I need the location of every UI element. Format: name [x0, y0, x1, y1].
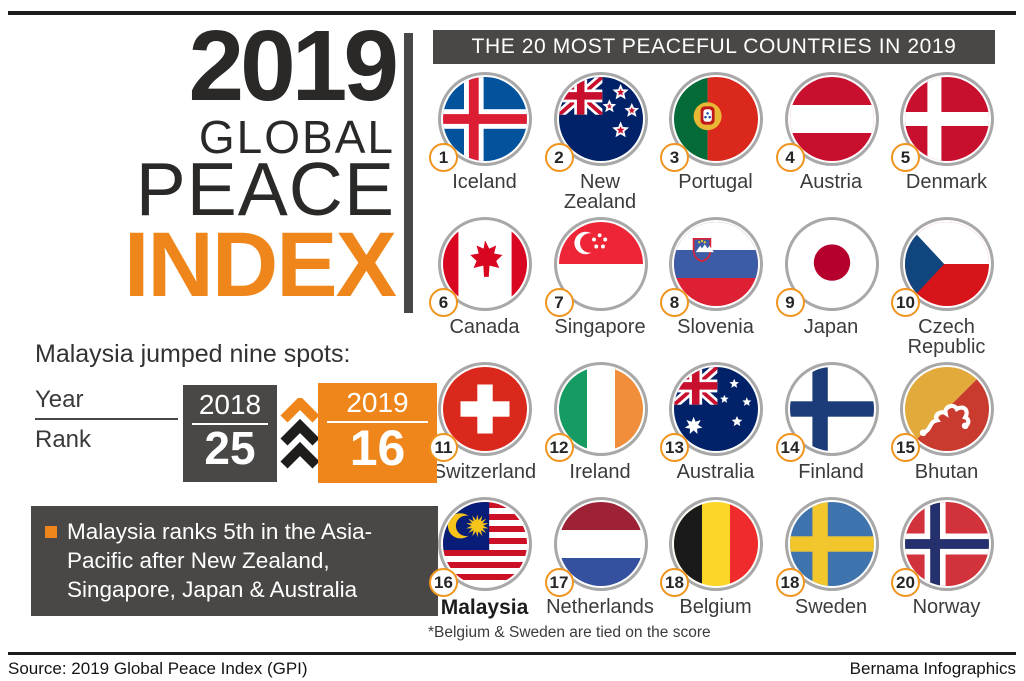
country-cell: 18 Belgium — [658, 497, 774, 647]
country-name: Austria — [799, 171, 863, 193]
country-name: Norway — [912, 596, 981, 618]
country-name: Netherlands — [546, 596, 654, 618]
country-name: Sweden — [794, 596, 868, 618]
rank-box-underline — [327, 420, 428, 423]
rank-badge: 8 — [660, 288, 689, 317]
footer-rule — [8, 652, 1016, 655]
rank-box-year: 2019 — [346, 387, 409, 418]
rank-badge: 14 — [775, 433, 805, 462]
country-cell: 11 Switzerland — [427, 362, 543, 497]
country-name: Czech Republic — [907, 316, 986, 359]
list-header: THE 20 MOST PEACEFUL COUNTRIES IN 2019 — [433, 30, 995, 64]
year-label: Year — [35, 386, 84, 413]
country-name: Portugal — [678, 171, 753, 193]
rank-badge: 18 — [660, 568, 689, 597]
rank-badge: 13 — [660, 433, 689, 462]
malaysia-flag-icon — [438, 497, 532, 591]
austria-flag-icon — [784, 72, 879, 166]
country-name: New Zealand — [563, 171, 637, 214]
rank-badge: 1 — [429, 143, 458, 172]
country-cell: 8 Slovenia — [658, 217, 774, 362]
title-year: 2019 — [188, 10, 399, 122]
rank-label: Rank — [35, 426, 92, 453]
country-cell: 20 Norway — [889, 497, 1005, 647]
iceland-flag-icon — [438, 72, 532, 166]
country-cell: 4 Austria — [774, 72, 890, 217]
switzerland-flag-icon — [438, 362, 532, 456]
portugal-flag-icon — [669, 72, 763, 166]
new-zealand-flag-icon — [553, 72, 648, 166]
footer-source: Source: 2019 Global Peace Index (GPI) — [8, 659, 308, 678]
belgium-flag-icon — [669, 497, 763, 591]
title-divider — [404, 33, 413, 313]
rank-badge: 18 — [775, 568, 805, 597]
country-cell: 17 Netherlands — [543, 497, 659, 647]
rank-box-rank: 25 — [204, 421, 256, 474]
country-cell: 3 Portugal — [658, 72, 774, 217]
footer-credit: Bernama Infographics — [849, 659, 1016, 678]
rank-badge: 12 — [544, 433, 574, 462]
title-global: GLOBAL — [198, 111, 395, 163]
slovenia-flag-icon — [669, 217, 763, 311]
rank-badge: 11 — [429, 433, 458, 462]
rank-badge: 16 — [429, 568, 458, 597]
country-cell: 5 Denmark — [889, 72, 1005, 217]
country-cell: 16 Malaysia — [427, 497, 543, 647]
rank-box-year: 2018 — [198, 389, 262, 420]
country-cell: 2 New Zealand — [543, 72, 659, 217]
country-name: Japan — [803, 316, 859, 338]
country-name: Denmark — [905, 171, 988, 193]
country-name: Slovenia — [677, 316, 754, 338]
finland-flag-icon — [784, 362, 879, 456]
country-name: Australia — [676, 461, 755, 483]
rank-box-underline — [192, 422, 268, 425]
rank-badge: 6 — [429, 288, 458, 317]
rank-badge: 2 — [544, 143, 574, 172]
country-name: Switzerland — [432, 461, 537, 483]
jump-heading: Malaysia jumped nine spots: — [35, 340, 351, 368]
bullet-icon — [45, 526, 57, 538]
year-rank-divider — [35, 418, 178, 420]
fact-box: Malaysia ranks 5th in the Asia- Pacific … — [31, 506, 438, 616]
rank-badge: 20 — [891, 568, 920, 597]
country-cell: 15 Bhutan — [889, 362, 1005, 497]
country-name: Belgium — [679, 596, 752, 618]
ireland-flag-icon — [553, 362, 648, 456]
country-cell: 18 Sweden — [774, 497, 890, 647]
rank-badge: 7 — [544, 288, 574, 317]
country-name: Bhutan — [914, 461, 979, 483]
country-name: Ireland — [569, 461, 631, 483]
rank-box-2018: 2018 25 — [183, 385, 277, 482]
country-cell: 14 Finland — [774, 362, 890, 497]
rank-badge: 5 — [891, 143, 920, 172]
tie-footnote: *Belgium & Sweden are tied on the score — [428, 624, 711, 641]
title-peace: PEACE — [135, 147, 395, 231]
country-cell: 1 Iceland — [427, 72, 543, 217]
rank-up-arrow-icon — [280, 398, 320, 469]
rank-badge: 17 — [544, 568, 574, 597]
rank-box-2019: 2019 16 — [318, 383, 437, 483]
country-name: Finland — [798, 461, 864, 483]
country-name: Canada — [449, 316, 520, 338]
fact-text: Malaysia ranks 5th in the Asia- Pacific … — [67, 519, 373, 602]
country-name: Malaysia — [440, 596, 529, 619]
denmark-flag-icon — [900, 72, 994, 166]
countries-grid: 1 Iceland 2 New Zealand 3 Portugal 4 Austria 5 De… — [427, 72, 1007, 647]
rank-badge: 4 — [775, 143, 805, 172]
top-rule — [8, 11, 1016, 15]
rank-badge: 9 — [775, 288, 805, 317]
country-cell: 9 Japan — [774, 217, 890, 362]
country-name: Singapore — [554, 316, 646, 338]
rank-badge: 15 — [891, 433, 920, 462]
country-cell: 13 Australia — [658, 362, 774, 497]
rank-box-rank: 16 — [349, 419, 406, 476]
country-name: Iceland — [452, 171, 517, 193]
country-cell: 6 Canada — [427, 217, 543, 362]
rank-badge: 3 — [660, 143, 689, 172]
title-index: INDEX — [123, 214, 397, 316]
rank-badge: 10 — [891, 288, 920, 317]
country-cell: 10 Czech Republic — [889, 217, 1005, 362]
country-cell: 7 Singapore — [543, 217, 659, 362]
country-cell: 12 Ireland — [543, 362, 659, 497]
